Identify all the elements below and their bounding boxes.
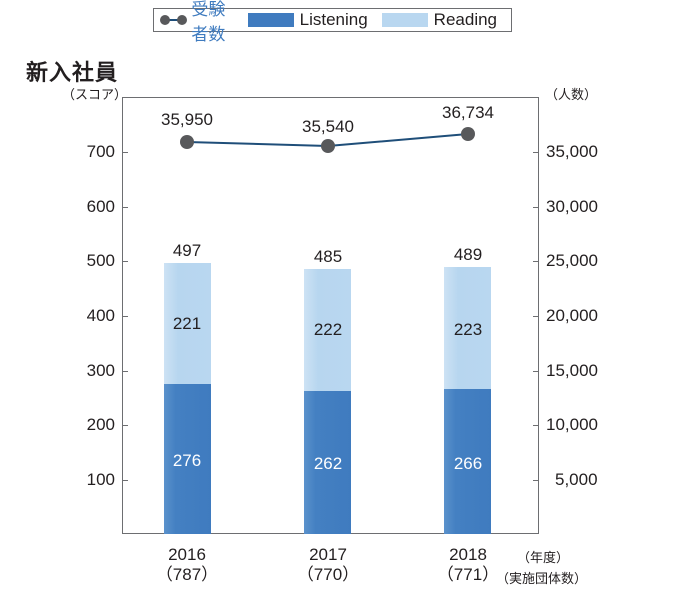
reading-swatch-icon: [381, 13, 428, 27]
legend-label-listening: Listening: [299, 10, 368, 29]
x-label-2016: 2016 （787）: [142, 545, 232, 585]
right-tick: [533, 207, 539, 208]
right-axis-label: 15,000: [546, 361, 598, 380]
examinees-label-2018: 36,734: [442, 103, 494, 122]
left-tick: [122, 207, 128, 208]
examinees-marker-2016: [180, 135, 194, 149]
examinees-label-2016: 35,950: [161, 110, 213, 129]
left-tick: [122, 425, 128, 426]
left-axis-label: 200: [86, 415, 115, 434]
line-marker-icon: [160, 13, 188, 27]
legend-item-listening: Listening: [247, 10, 368, 30]
x-unit-orgs: （実施団体数）: [496, 571, 588, 586]
total-label-2017: 485: [313, 247, 343, 266]
examinees-label-2017: 35,540: [302, 117, 354, 136]
left-tick: [122, 152, 128, 153]
listening-label-2017: 262: [313, 454, 343, 473]
listening-swatch-icon: [247, 13, 294, 27]
right-tick: [533, 425, 539, 426]
bar-reading-2018: [444, 267, 491, 389]
right-tick: [533, 480, 539, 481]
right-tick: [533, 316, 539, 317]
x-label-2017: 2017 （770）: [283, 545, 373, 585]
bar-listening-2017: [304, 391, 351, 534]
right-axis-label: 25,000: [546, 251, 598, 270]
year-label: 2017: [309, 545, 347, 564]
reading-label-2017: 222: [313, 320, 343, 339]
left-tick: [122, 316, 128, 317]
right-axis-label: 10,000: [546, 415, 598, 434]
right-tick: [533, 152, 539, 153]
bar-reading-2017: [304, 269, 351, 391]
year-label: 2016: [168, 545, 206, 564]
chart-title: 新入社員: [26, 60, 119, 85]
examinees-marker-2017: [321, 139, 335, 153]
left-tick: [122, 261, 128, 262]
legend-label-reading: Reading: [433, 10, 497, 29]
examinees-marker-2018: [461, 127, 475, 141]
chart-legend: 受験者数 Listening Reading: [153, 0, 512, 44]
listening-label-2018: 266: [453, 454, 483, 473]
bar-listening-2018: [444, 389, 491, 534]
left-axis-label: 400: [86, 306, 115, 325]
total-label-2016: 497: [172, 241, 202, 260]
x-unit-year: （年度）: [517, 550, 570, 565]
legend-label-examinees: 受験者数: [191, 0, 226, 44]
bar-listening-2016: [164, 384, 211, 534]
legend-item-reading: Reading: [381, 10, 497, 30]
left-axis-label: 600: [86, 197, 115, 216]
x-label-2018: 2018 （771）: [423, 545, 513, 585]
legend-item-examinees: 受験者数: [160, 0, 234, 45]
right-tick: [533, 261, 539, 262]
right-tick: [533, 371, 539, 372]
listening-label-2016: 276: [172, 451, 202, 470]
left-axis-label: 700: [86, 142, 115, 161]
year-label: 2018: [449, 545, 487, 564]
orgs-label: （787）: [155, 565, 219, 584]
left-axis-unit: （スコア）: [62, 87, 128, 102]
reading-label-2018: 223: [453, 320, 483, 339]
orgs-label: （770）: [296, 565, 360, 584]
left-axis-label: 500: [86, 251, 115, 270]
left-tick: [122, 480, 128, 481]
right-axis-unit: （人数）: [545, 87, 598, 102]
left-axis-label: 300: [86, 361, 115, 380]
bar-reading-2016: [164, 263, 211, 384]
left-axis-label: 100: [86, 470, 115, 489]
right-axis-label: 5,000: [555, 470, 598, 489]
right-axis-label: 30,000: [546, 197, 598, 216]
right-axis-label: 20,000: [546, 306, 598, 325]
total-label-2018: 489: [453, 245, 483, 264]
right-axis-label: 35,000: [546, 142, 598, 161]
orgs-label: （771）: [436, 565, 500, 584]
reading-label-2016: 221: [172, 314, 202, 333]
left-tick: [122, 371, 128, 372]
